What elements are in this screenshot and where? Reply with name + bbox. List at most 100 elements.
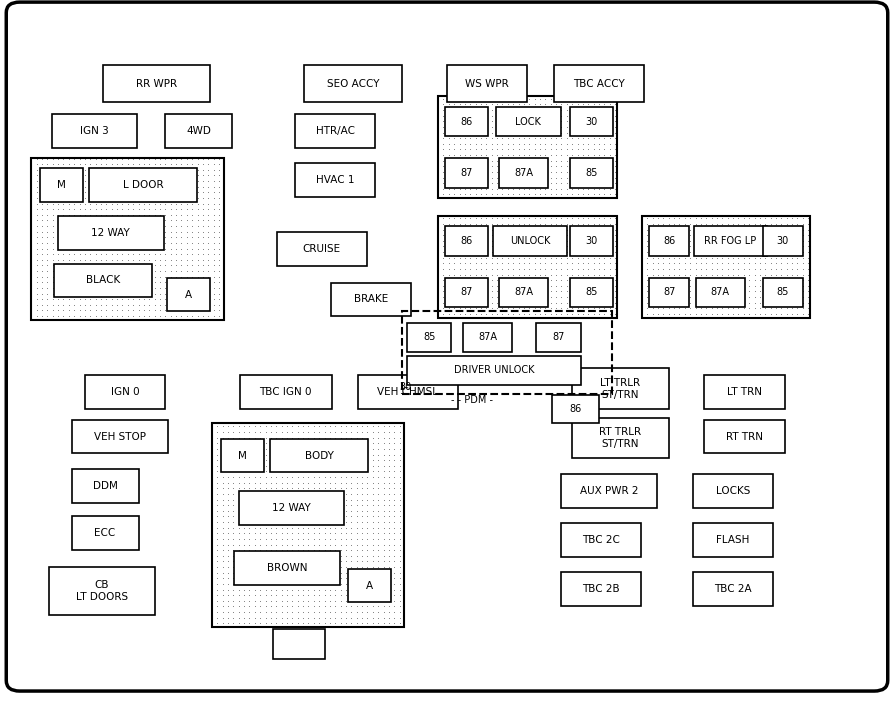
Bar bbox=[649, 278, 689, 307]
Text: TBC IGN 0: TBC IGN 0 bbox=[259, 387, 312, 397]
Bar bbox=[72, 516, 139, 550]
Text: 87A: 87A bbox=[711, 288, 730, 297]
FancyBboxPatch shape bbox=[6, 2, 888, 691]
Bar bbox=[561, 474, 657, 508]
Text: 86: 86 bbox=[460, 236, 473, 246]
Text: ECC: ECC bbox=[95, 528, 115, 538]
Bar bbox=[554, 65, 644, 102]
Text: RT TRN: RT TRN bbox=[726, 432, 763, 441]
Text: 86: 86 bbox=[663, 236, 675, 246]
Bar bbox=[295, 114, 375, 148]
Bar bbox=[407, 356, 581, 385]
Text: LOCKS: LOCKS bbox=[716, 486, 750, 496]
Bar bbox=[445, 226, 488, 256]
Text: 30: 30 bbox=[586, 236, 598, 246]
Bar bbox=[348, 569, 391, 602]
Text: SEO ACCY: SEO ACCY bbox=[327, 79, 379, 89]
Bar bbox=[167, 278, 210, 311]
Text: LT TRLR
ST/TRN: LT TRLR ST/TRN bbox=[601, 378, 640, 399]
Bar bbox=[763, 278, 803, 307]
Bar bbox=[49, 567, 155, 615]
Bar bbox=[552, 395, 599, 423]
Text: HVAC 1: HVAC 1 bbox=[316, 175, 355, 185]
Text: TBC 2B: TBC 2B bbox=[582, 584, 620, 594]
Text: WS WPR: WS WPR bbox=[466, 79, 509, 89]
Text: DRIVER UNLOCK: DRIVER UNLOCK bbox=[453, 366, 535, 375]
Text: BODY: BODY bbox=[305, 451, 333, 460]
Bar bbox=[572, 368, 669, 409]
Text: 87A: 87A bbox=[514, 168, 533, 178]
Bar bbox=[561, 523, 641, 557]
Bar bbox=[331, 283, 411, 316]
Bar bbox=[570, 226, 613, 256]
Text: 87A: 87A bbox=[514, 288, 533, 297]
Bar bbox=[54, 264, 152, 297]
Text: BROWN: BROWN bbox=[266, 563, 308, 573]
Bar bbox=[402, 311, 612, 394]
Text: CRUISE: CRUISE bbox=[303, 244, 341, 254]
Text: 86: 86 bbox=[460, 117, 473, 127]
Bar bbox=[358, 375, 458, 409]
Text: 85: 85 bbox=[423, 333, 435, 342]
Text: UNLOCK: UNLOCK bbox=[510, 236, 551, 246]
Bar bbox=[438, 96, 617, 198]
Bar bbox=[447, 65, 527, 102]
Bar bbox=[85, 375, 165, 409]
Text: DDM: DDM bbox=[93, 481, 117, 491]
Text: BRAKE: BRAKE bbox=[354, 295, 388, 304]
Bar bbox=[58, 216, 164, 250]
Bar bbox=[31, 158, 224, 320]
Bar bbox=[561, 572, 641, 606]
Bar bbox=[463, 323, 512, 352]
Bar bbox=[496, 107, 561, 136]
Text: A: A bbox=[366, 581, 373, 591]
Bar bbox=[693, 572, 773, 606]
Text: 30: 30 bbox=[399, 382, 411, 392]
Bar bbox=[649, 226, 689, 256]
Text: 87: 87 bbox=[460, 288, 473, 297]
Text: A: A bbox=[185, 290, 192, 299]
Text: M: M bbox=[57, 180, 66, 190]
Bar bbox=[694, 226, 767, 256]
Text: 85: 85 bbox=[586, 168, 598, 178]
Bar bbox=[763, 226, 803, 256]
Text: LOCK: LOCK bbox=[516, 117, 541, 127]
Bar bbox=[72, 420, 168, 453]
Bar bbox=[572, 418, 669, 458]
Text: M: M bbox=[238, 451, 247, 460]
Text: 85: 85 bbox=[777, 288, 789, 297]
Bar bbox=[570, 107, 613, 136]
Bar bbox=[445, 278, 488, 307]
Text: RR WPR: RR WPR bbox=[136, 79, 177, 89]
Bar bbox=[40, 168, 83, 202]
Bar bbox=[704, 420, 785, 453]
Text: 87: 87 bbox=[552, 333, 565, 342]
Text: 85: 85 bbox=[586, 288, 598, 297]
Text: L DOOR: L DOOR bbox=[122, 180, 164, 190]
Text: BLACK: BLACK bbox=[86, 276, 120, 285]
Bar bbox=[221, 439, 264, 472]
Bar bbox=[165, 114, 232, 148]
Bar bbox=[570, 278, 613, 307]
Bar bbox=[103, 65, 210, 102]
Text: VEH STOP: VEH STOP bbox=[94, 432, 146, 441]
Text: TBC ACCY: TBC ACCY bbox=[573, 79, 625, 89]
Bar bbox=[212, 423, 404, 627]
Bar bbox=[295, 163, 375, 197]
Text: AUX PWR 2: AUX PWR 2 bbox=[579, 486, 638, 496]
Text: IGN 0: IGN 0 bbox=[111, 387, 139, 397]
Text: RT TRLR
ST/TRN: RT TRLR ST/TRN bbox=[599, 427, 642, 449]
Bar bbox=[499, 278, 548, 307]
Bar bbox=[89, 168, 197, 202]
Bar bbox=[445, 107, 488, 136]
Bar bbox=[493, 226, 567, 256]
Bar bbox=[499, 158, 548, 188]
Bar bbox=[239, 491, 344, 525]
Bar bbox=[693, 523, 773, 557]
Bar bbox=[407, 323, 451, 352]
Bar bbox=[270, 439, 368, 472]
Text: LT TRN: LT TRN bbox=[727, 387, 763, 397]
Text: TBC 2A: TBC 2A bbox=[714, 584, 752, 594]
Text: HTR/AC: HTR/AC bbox=[316, 126, 355, 136]
Bar bbox=[445, 158, 488, 188]
